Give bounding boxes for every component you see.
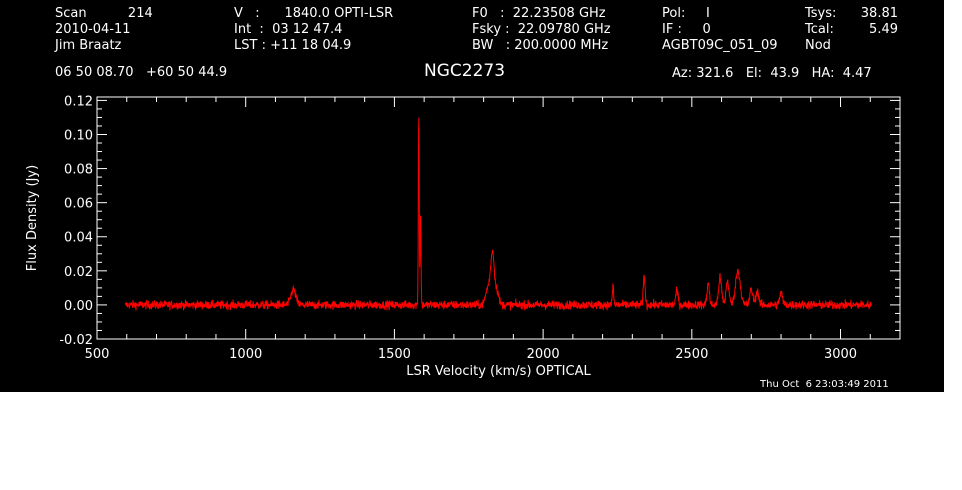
x-axis-label: LSR Velocity (km/s) OPTICAL: [406, 364, 591, 379]
y-tick-label: 0.02: [64, 265, 93, 280]
lst-info: LST : +11 18 04.9: [234, 38, 352, 53]
observer-name: Jim Braatz: [55, 38, 122, 53]
y-tick-label: 0.00: [64, 299, 93, 314]
velocity-info: V : 1840.0 OPTI-LSR: [234, 6, 394, 21]
sky-frequency: Fsky : 22.09780 GHz: [472, 22, 611, 37]
source-coordinates: 06 50 08.70 +60 50 44.9: [55, 65, 228, 80]
tsys-label: Tsys:: [805, 6, 837, 21]
tsys-value: 38.81: [860, 6, 898, 21]
x-tick-label: 3000: [824, 347, 857, 362]
pointing-info: Az: 321.6 El: 43.9 HA: 4.47: [672, 66, 872, 81]
y-tick-label: 0.04: [64, 231, 93, 246]
polarization: Pol: I: [662, 6, 710, 21]
x-tick-label: 500: [85, 347, 110, 362]
rest-frequency: F0 : 22.23508 GHz: [472, 6, 606, 21]
y-tick-label: 0.10: [64, 128, 93, 143]
spectrum-plot-panel: Scan 214 2010-04-11 Jim Braatz V : 1840.…: [0, 0, 944, 392]
plot-frame: [96, 96, 901, 340]
if-number: IF : 0: [662, 22, 711, 37]
x-tick-label: 1500: [378, 347, 411, 362]
spectrum-trace: [124, 117, 872, 311]
spectrum-chart: 500 1000 1500 2000 2500 3000 -0.02 0.00 0.02 0.04…: [25, 94, 901, 379]
axis-ticks: [96, 97, 900, 340]
source-name: NGC2273: [424, 61, 506, 81]
plot-timestamp: Thu Oct 6 23:03:49 2011: [760, 379, 889, 390]
bandwidth: BW : 200.0000 MHz: [472, 38, 609, 53]
scan-number: Scan 214: [55, 6, 153, 21]
observation-date: 2010-04-11: [55, 22, 131, 37]
trace-layer: [124, 117, 872, 311]
x-tick-label: 1000: [229, 347, 262, 362]
project-id: AGBT09C_051_09: [662, 38, 778, 53]
tcal-label: Tcal:: [805, 22, 834, 37]
y-axis-label: Flux Density (Jy): [25, 165, 40, 271]
y-tick-label: 0.06: [64, 197, 93, 212]
y-tick-label: -0.02: [59, 333, 93, 348]
x-tick-label: 2000: [527, 347, 560, 362]
procedure-name: Nod: [805, 38, 831, 53]
y-tick-label: 0.08: [64, 163, 93, 178]
x-tick-label: 2500: [675, 347, 708, 362]
y-tick-label: 0.12: [64, 94, 93, 109]
tcal-value: 5.49: [869, 22, 898, 37]
tick-labels: 500 1000 1500 2000 2500 3000 -0.02 0.00 0.02 0.04…: [59, 94, 857, 362]
integration-time: Int : 03 12 47.4: [234, 22, 343, 37]
